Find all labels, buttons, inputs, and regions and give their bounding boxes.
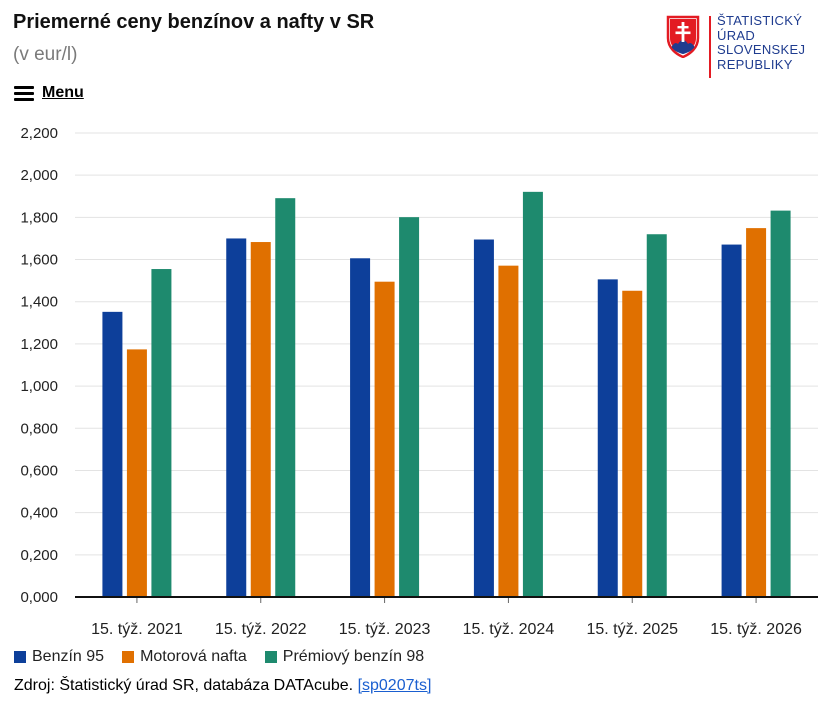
y-tick-label: 0,000 — [20, 589, 58, 606]
bar — [226, 238, 247, 598]
legend-swatch — [14, 651, 26, 663]
y-tick-label: 1,200 — [20, 336, 58, 353]
chart-title: Priemerné ceny benzínov a nafty v SR — [13, 11, 375, 33]
bar — [399, 217, 420, 598]
logo-line-4: REPUBLIKY — [717, 56, 793, 72]
x-tick-label: 15. týž. 2022 — [215, 621, 307, 638]
susr-logo[interactable]: ŠTATISTICKÝ ÚRAD SLOVENSKEJ REPUBLIKY — [665, 13, 825, 80]
legend-label: Benzín 95 — [32, 648, 105, 665]
y-tick-label: 0,600 — [20, 462, 58, 479]
legend-swatch — [264, 651, 277, 663]
y-tick-label: 1,600 — [20, 252, 58, 269]
legend-item-premiovy-benzin-98[interactable]: Prémiový benzín 98 — [264, 648, 425, 666]
bar — [646, 234, 667, 597]
bar — [473, 239, 494, 597]
legend-label: Prémiový benzín 98 — [282, 648, 425, 665]
bar — [374, 281, 395, 597]
source-note: Zdroj: Štatistický úrad SR, databáza DAT… — [14, 677, 431, 695]
source-text: Zdroj: Štatistický úrad SR, databáza DAT… — [14, 677, 354, 694]
slovak-coat-of-arms-icon — [666, 15, 700, 58]
legend-item-benzin-95[interactable]: Benzín 95 — [14, 648, 104, 666]
bar — [721, 244, 742, 597]
hamburger-icon — [14, 85, 34, 101]
bar — [498, 265, 519, 597]
source-link[interactable]: [sp0207ts] — [357, 677, 432, 694]
logo-text: ŠTATISTICKÝ ÚRAD SLOVENSKEJ REPUBLIKY — [717, 13, 806, 72]
menu-label: Menu — [42, 84, 84, 101]
menu-button[interactable]: Menu — [14, 84, 84, 102]
bar — [622, 290, 643, 597]
bar — [350, 258, 371, 597]
x-tick-label: 15. týž. 2021 — [91, 621, 183, 638]
logo-divider — [709, 16, 711, 78]
bar — [250, 242, 271, 598]
bar — [151, 269, 172, 597]
y-tick-label: 1,400 — [20, 294, 58, 311]
bar — [102, 311, 123, 597]
legend-label: Motorová nafta — [140, 648, 247, 665]
logo-line-2: ÚRAD — [717, 27, 756, 43]
x-tick-label: 15. týž. 2025 — [586, 621, 678, 638]
y-tick-label: 0,800 — [20, 420, 58, 437]
x-tick-label: 15. týž. 2026 — [710, 621, 802, 638]
legend-item-motorova-nafta[interactable]: Motorová nafta — [122, 648, 247, 666]
bar — [770, 210, 791, 597]
y-tick-label: 0,400 — [20, 505, 58, 522]
legend-swatch — [122, 651, 135, 663]
y-tick-label: 1,000 — [20, 378, 58, 395]
x-tick-label: 15. týž. 2024 — [463, 621, 555, 638]
bar — [126, 349, 147, 597]
x-tick-label: 15. týž. 2023 — [339, 621, 431, 638]
logo-line-1: ŠTATISTICKÝ — [717, 13, 803, 28]
logo-line-3: SLOVENSKEJ — [717, 42, 806, 58]
chart-legend: Benzín 95 Motorová nafta Prémiový benzín… — [14, 648, 442, 666]
bar — [275, 198, 296, 598]
bar — [746, 228, 767, 597]
y-tick-label: 2,000 — [20, 167, 58, 184]
chart-subtitle: (v eur/l) — [13, 44, 78, 65]
y-tick-label: 0,200 — [20, 547, 58, 564]
bar — [597, 279, 618, 597]
y-tick-label: 2,200 — [20, 125, 58, 142]
y-tick-label: 1,800 — [20, 209, 58, 226]
bar — [522, 191, 543, 598]
